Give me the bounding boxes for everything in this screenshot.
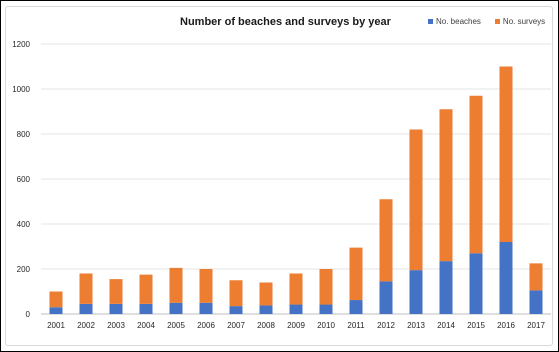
legend-item-beaches: No. beaches: [428, 17, 481, 26]
x-tick-label: 2008: [257, 321, 275, 330]
bar-beaches: [79, 303, 93, 314]
x-tick-label: 2009: [287, 321, 305, 330]
bar-beaches: [499, 242, 513, 314]
bar-beaches: [199, 302, 213, 314]
x-tick-label: 2005: [167, 321, 185, 330]
y-tick-label: 0: [26, 310, 31, 319]
x-tick-label: 2013: [407, 321, 425, 330]
x-tick-label: 2016: [497, 321, 515, 330]
bar-surveys: [289, 273, 303, 305]
x-tick-label: 2011: [347, 321, 365, 330]
bar-surveys: [379, 199, 393, 282]
y-tick-label: 600: [17, 175, 31, 184]
legend-swatch-surveys: [494, 19, 500, 24]
y-tick-label: 1200: [12, 40, 30, 49]
bar-surveys: [79, 273, 93, 304]
bar-surveys: [349, 247, 363, 301]
bar-surveys: [49, 291, 63, 308]
x-tick-label: 2014: [437, 321, 455, 330]
bar-surveys: [499, 66, 513, 242]
chart-area: [5, 6, 553, 346]
x-tick-label: 2001: [47, 321, 65, 330]
bar-beaches: [109, 303, 123, 314]
bar-beaches: [169, 302, 183, 314]
bar-beaches: [349, 300, 363, 314]
bar-beaches: [139, 303, 153, 314]
bar-surveys: [229, 280, 243, 307]
x-tick-label: 2002: [77, 321, 95, 330]
bar-beaches: [379, 281, 393, 314]
y-tick-label: 400: [17, 220, 31, 229]
y-tick-label: 1000: [12, 85, 30, 94]
bar-surveys: [469, 95, 483, 254]
x-tick-label: 2004: [137, 321, 155, 330]
bar-surveys: [409, 129, 423, 271]
y-tick-label: 200: [17, 265, 31, 274]
bar-surveys: [139, 274, 153, 304]
chart-title: Number of beaches and surveys by year: [180, 16, 391, 28]
bar-beaches: [529, 290, 543, 314]
bar-beaches: [409, 270, 423, 314]
bar-beaches: [289, 304, 303, 314]
bar-beaches: [229, 306, 243, 314]
x-tick-label: 2012: [377, 321, 395, 330]
legend-item-surveys: No. surveys: [494, 17, 546, 26]
bar-surveys: [199, 269, 213, 303]
y-tick-label: 800: [17, 130, 31, 139]
bar-surveys: [439, 109, 453, 262]
bar-beaches: [49, 307, 63, 314]
bar-beaches: [319, 304, 333, 314]
bar-beaches: [439, 261, 453, 314]
x-tick-label: 2006: [197, 321, 215, 330]
x-tick-label: 2007: [227, 321, 245, 330]
bar-beaches: [259, 305, 273, 314]
bar-surveys: [529, 263, 543, 291]
x-tick-label: 2003: [107, 321, 125, 330]
x-tick-label: 2010: [317, 321, 335, 330]
legend-label-beaches: No. beaches: [436, 17, 481, 26]
x-tick-label: 2017: [527, 321, 545, 330]
bar-surveys: [259, 282, 273, 306]
legend-swatch-beaches: [428, 19, 433, 24]
bar-surveys: [109, 279, 123, 304]
bar-surveys: [169, 267, 183, 303]
x-tick-label: 2015: [467, 321, 485, 330]
chart-legend: No. beaches No. surveys: [428, 17, 545, 26]
bar-beaches: [469, 253, 483, 314]
bar-surveys: [319, 269, 333, 305]
legend-label-surveys: No. surveys: [502, 17, 546, 26]
